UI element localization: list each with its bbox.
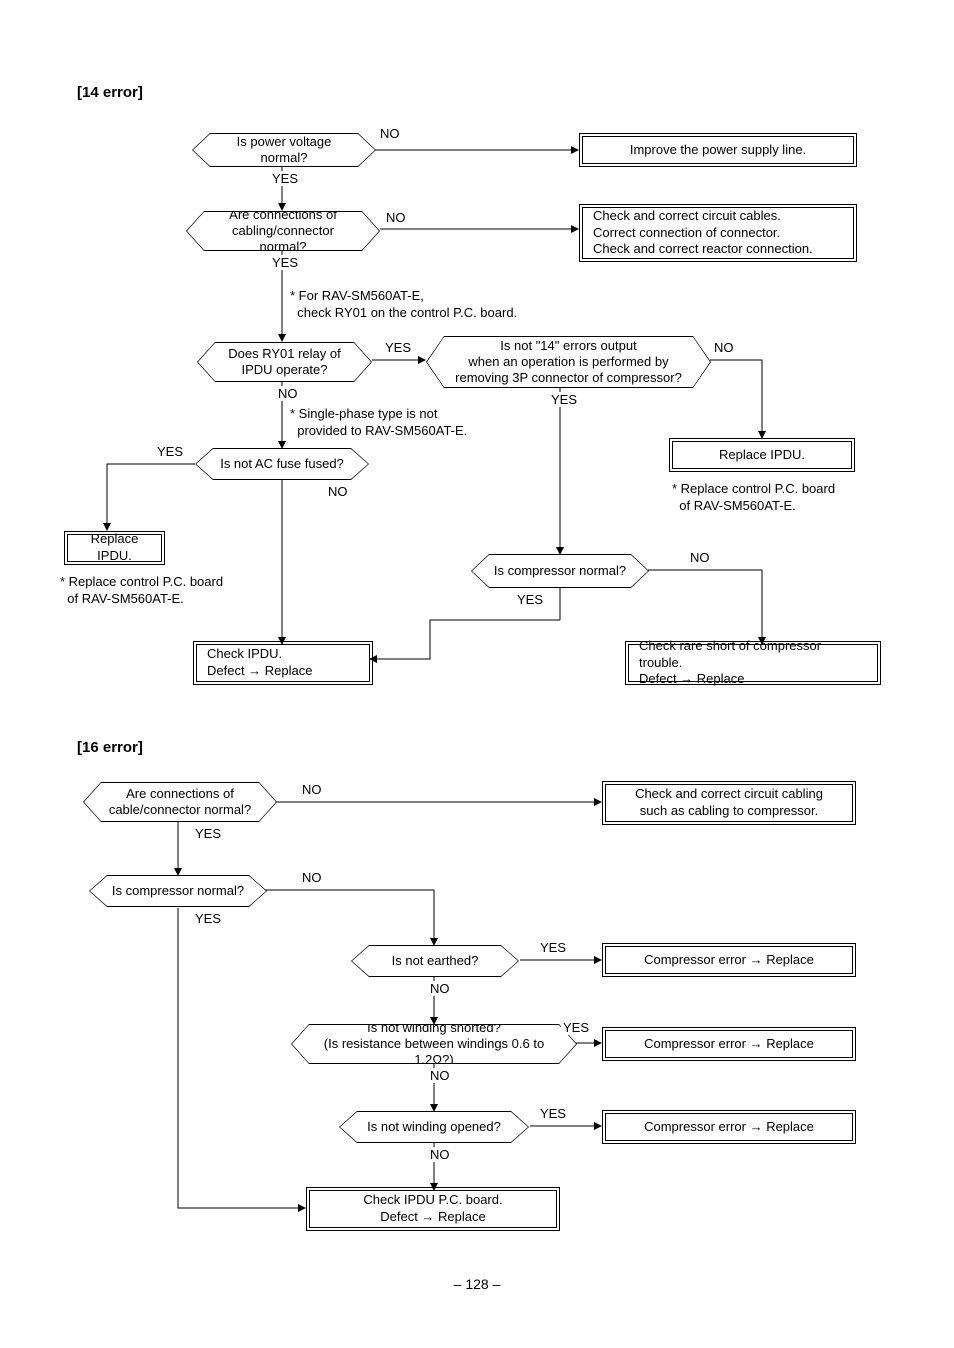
decision-cable-connector-16: Are connections of cable/connector norma… — [83, 782, 277, 822]
label-yes: YES — [515, 592, 545, 607]
heading-16-error: [16 error] — [77, 739, 143, 756]
label-yes: YES — [538, 1106, 568, 1121]
process-text: Check rare short of compressor trouble. … — [639, 638, 867, 689]
decision-not-earthed: Is not earthed? — [351, 945, 519, 977]
process-text: Check and correct circuit cables. Correc… — [593, 208, 813, 259]
process-check-ipdu-pc-board: Check IPDU P.C. board. Defect → Replace — [309, 1190, 557, 1228]
label-yes: YES — [383, 340, 413, 355]
label-yes: YES — [561, 1020, 591, 1035]
process-text: Check IPDU. Defect → Replace — [207, 646, 313, 680]
process-check-correct-cabling-16: Check and correct circuit cabling such a… — [605, 784, 853, 822]
process-text: Replace IPDU. — [78, 531, 151, 565]
decision-winding-opened: Is not winding opened? — [339, 1111, 529, 1143]
decision-text: Is not earthed? — [392, 953, 479, 969]
process-compressor-error-1: Compressor error → Replace — [605, 946, 853, 974]
decision-ry01-relay: Does RY01 relay of IPDU operate? — [197, 342, 372, 382]
label-no: NO — [300, 782, 324, 797]
note-replace-pcb-left: * Replace control P.C. board of RAV-SM56… — [60, 574, 223, 608]
label-no: NO — [300, 870, 324, 885]
label-yes: YES — [549, 392, 579, 407]
decision-compressor-normal-16: Is compressor normal? — [89, 875, 267, 907]
process-text: Compressor error → Replace — [644, 1036, 814, 1053]
label-no: NO — [378, 126, 402, 141]
process-replace-ipdu-left: Replace IPDU. — [67, 534, 162, 562]
label-yes: YES — [155, 444, 185, 459]
heading-14-error: [14 error] — [77, 84, 143, 101]
process-text: Compressor error → Replace — [644, 952, 814, 969]
decision-winding-shorted: Is not winding shorted? (Is resistance b… — [291, 1024, 577, 1064]
label-no: NO — [384, 210, 408, 225]
process-check-rare-short: Check rare short of compressor trouble. … — [628, 644, 878, 682]
decision-14-errors-output: Is not "14" errors output when an operat… — [426, 336, 711, 388]
decision-text: Is compressor normal? — [112, 883, 244, 899]
process-text: Replace IPDU. — [719, 447, 805, 464]
process-improve-power: Improve the power supply line. — [582, 136, 854, 164]
label-no: NO — [428, 981, 452, 996]
decision-text: Is power voltage normal? — [213, 134, 355, 167]
label-no: NO — [276, 386, 300, 401]
decision-text: Are connections of cabling/connector nor… — [207, 207, 359, 256]
process-text: Compressor error → Replace — [644, 1119, 814, 1136]
note-replace-pcb-right: * Replace control P.C. board of RAV-SM56… — [672, 481, 835, 515]
decision-text: Are connections of cable/connector norma… — [109, 786, 251, 819]
process-compressor-error-2: Compressor error → Replace — [605, 1030, 853, 1058]
process-text: Check and correct circuit cabling such a… — [635, 786, 823, 820]
label-no: NO — [428, 1147, 452, 1162]
process-compressor-error-3: Compressor error → Replace — [605, 1113, 853, 1141]
decision-text: Is not winding shorted? (Is resistance b… — [312, 1020, 556, 1069]
decision-text: Does RY01 relay of IPDU operate? — [228, 346, 341, 379]
note-rav-check-ry01: * For RAV-SM560AT-E, check RY01 on the c… — [290, 288, 517, 322]
note-single-phase: * Single-phase type is not provided to R… — [290, 406, 467, 440]
label-no: NO — [428, 1068, 452, 1083]
page-number: – 128 – — [454, 1276, 501, 1292]
process-text: Improve the power supply line. — [630, 142, 806, 159]
decision-cabling-connector: Are connections of cabling/connector nor… — [186, 211, 380, 251]
process-check-ipdu: Check IPDU. Defect → Replace — [196, 644, 370, 682]
process-check-correct-cables: Check and correct circuit cables. Correc… — [582, 207, 854, 259]
label-yes: YES — [270, 255, 300, 270]
label-no: NO — [712, 340, 736, 355]
label-yes: YES — [193, 911, 223, 926]
decision-text: Is compressor normal? — [494, 563, 626, 579]
label-yes: YES — [193, 826, 223, 841]
label-no: NO — [688, 550, 712, 565]
decision-text: Is not winding opened? — [367, 1119, 501, 1135]
label-yes: YES — [538, 940, 568, 955]
page: [14 error] Is power voltage normal? NO Y… — [0, 0, 954, 1348]
decision-text: Is not "14" errors output when an operat… — [455, 338, 682, 387]
label-yes: YES — [270, 171, 300, 186]
decision-text: Is not AC fuse fused? — [220, 456, 344, 472]
label-no: NO — [326, 484, 350, 499]
decision-compressor-normal-14: Is compressor normal? — [471, 554, 649, 588]
process-text: Check IPDU P.C. board. Defect → Replace — [363, 1192, 502, 1226]
decision-power-voltage: Is power voltage normal? — [192, 133, 376, 167]
process-replace-ipdu-right: Replace IPDU. — [672, 441, 852, 469]
decision-ac-fuse: Is not AC fuse fused? — [195, 448, 369, 480]
